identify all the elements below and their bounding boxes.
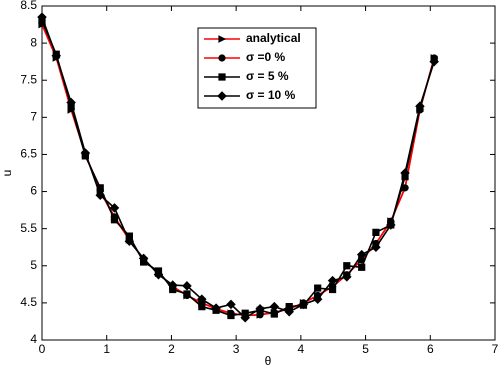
marker: [197, 294, 207, 304]
legend-label: analytical: [246, 31, 301, 45]
series-line: [41, 20, 435, 317]
marker: [356, 249, 367, 260]
marker: [66, 97, 76, 108]
marker: [51, 50, 62, 61]
marker: [167, 280, 178, 290]
y-tick-label: 4: [30, 332, 37, 346]
y-tick-label: 8.5: [20, 0, 37, 12]
y-tick-label: 4.5: [20, 295, 37, 309]
y-tick-label: 7: [30, 110, 37, 124]
marker: [429, 56, 439, 67]
marker: [198, 303, 206, 311]
marker: [415, 101, 425, 111]
marker: [124, 236, 135, 247]
x-tick-label: 5: [362, 342, 369, 356]
y-tick-label: 6.5: [20, 147, 37, 161]
marker: [269, 301, 280, 312]
marker: [298, 299, 309, 310]
marker: [95, 190, 106, 201]
marker: [327, 275, 338, 286]
marker: [328, 285, 337, 294]
marker: [284, 307, 294, 317]
marker: [312, 294, 323, 304]
y-tick-label: 5: [30, 258, 37, 272]
marker: [401, 184, 409, 192]
marker: [125, 232, 133, 240]
marker: [386, 220, 396, 230]
legend-marker: [218, 73, 226, 81]
x-tick-label: 4: [298, 342, 305, 356]
x-tick-label: 7: [492, 342, 499, 356]
marker: [183, 290, 191, 298]
marker: [270, 310, 278, 318]
marker: [138, 253, 149, 264]
series-line: [41, 16, 435, 319]
legend-box: [197, 27, 317, 109]
marker: [358, 263, 366, 271]
x-tick-label: 2: [168, 342, 175, 356]
marker: [153, 269, 164, 280]
marker: [240, 312, 250, 323]
marker: [226, 299, 236, 310]
marker: [80, 148, 91, 158]
marker: [182, 281, 192, 291]
y-tick-label: 6: [30, 184, 37, 198]
x-axis-label: θ: [265, 354, 272, 368]
y-axis-label: u: [0, 170, 14, 177]
x-tick-label: 1: [103, 342, 110, 356]
x-tick-label: 0: [39, 342, 46, 356]
marker: [110, 216, 119, 224]
marker: [343, 262, 351, 270]
marker: [96, 184, 104, 192]
marker: [227, 311, 235, 320]
legend-marker: [218, 35, 227, 43]
legend-marker: [218, 54, 226, 62]
legend-label: σ = 10 %: [246, 88, 296, 102]
legend-label: σ = 5 %: [246, 69, 289, 83]
y-tick-label: 5.5: [20, 221, 37, 235]
y-tick-label: 7.5: [20, 72, 37, 86]
marker: [400, 168, 410, 178]
legend-marker: [217, 91, 227, 101]
marker: [372, 228, 380, 236]
x-tick-label: 3: [233, 342, 240, 356]
y-tick-label: 8: [30, 35, 37, 49]
marker: [314, 284, 322, 292]
marker: [285, 303, 293, 311]
marker: [211, 303, 221, 313]
marker: [37, 12, 47, 22]
x-tick-label: 6: [427, 342, 434, 356]
marker: [255, 304, 265, 314]
legend-label: σ =0 %: [246, 50, 286, 64]
marker: [371, 242, 381, 252]
marker: [342, 272, 352, 282]
marker: [109, 203, 120, 213]
